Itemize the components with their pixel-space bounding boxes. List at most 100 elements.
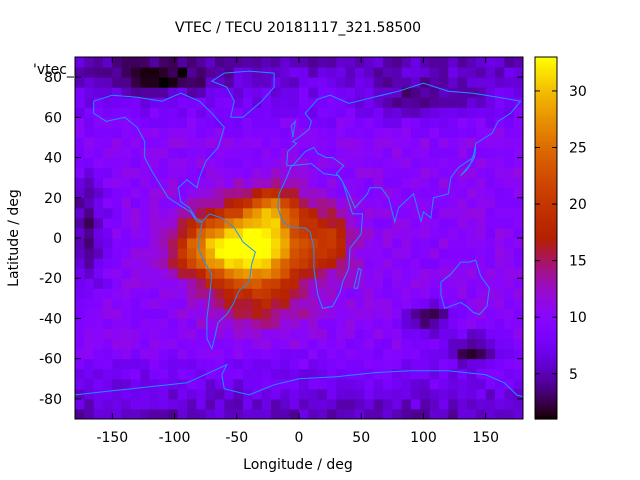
- heatmap-cell: [373, 77, 384, 88]
- heatmap-cell: [243, 378, 253, 390]
- heatmap-cell: [271, 338, 281, 350]
- heatmap-cell: [84, 77, 95, 88]
- heatmap-cell: [401, 197, 412, 209]
- heatmap-cell: [177, 207, 188, 219]
- heatmap-cell: [280, 378, 291, 390]
- heatmap-cell: [467, 248, 477, 259]
- heatmap-cell: [401, 167, 412, 179]
- heatmap-cell: [439, 238, 449, 249]
- heatmap-cell: [355, 127, 365, 138]
- heatmap-cell: [504, 167, 515, 179]
- colorbar-step: [535, 238, 557, 242]
- heatmap-cell: [336, 408, 347, 420]
- heatmap-cell: [401, 328, 412, 340]
- heatmap-cell: [84, 278, 95, 289]
- heatmap-cell: [75, 348, 85, 360]
- heatmap-cell: [93, 167, 104, 179]
- heatmap-cell: [299, 298, 309, 309]
- heatmap-cell: [317, 258, 328, 269]
- heatmap-cell: [457, 107, 468, 118]
- chart-title: VTEC / TECU 20181117_321.58500: [175, 20, 421, 36]
- heatmap-cell: [513, 268, 524, 279]
- heatmap-cell: [345, 167, 356, 179]
- colorbar-step: [535, 265, 557, 269]
- heatmap-cell: [233, 87, 244, 98]
- colorbar-step: [535, 120, 557, 124]
- heatmap-cell: [401, 398, 412, 410]
- heatmap-cell: [476, 157, 487, 169]
- heatmap-cell: [131, 87, 141, 98]
- heatmap-cell: [373, 107, 384, 118]
- heatmap-cell: [336, 278, 347, 289]
- heatmap-cell: [299, 207, 309, 219]
- y-tick-label: -20: [39, 271, 62, 287]
- heatmap-cell: [504, 207, 515, 219]
- heatmap-cell: [355, 388, 365, 400]
- heatmap-cell: [271, 67, 281, 78]
- heatmap-cell: [439, 77, 449, 88]
- heatmap-cell: [336, 368, 347, 380]
- heatmap-cell: [345, 368, 356, 380]
- heatmap-cell: [411, 308, 421, 319]
- heatmap-cell: [93, 97, 104, 108]
- heatmap-cell: [103, 268, 113, 279]
- heatmap-cell: [261, 368, 272, 380]
- heatmap-cell: [317, 358, 328, 370]
- heatmap-cell: [112, 137, 123, 148]
- heatmap-cell: [420, 227, 431, 239]
- heatmap-cell: [401, 308, 412, 319]
- heatmap-cell: [383, 398, 393, 410]
- heatmap-cell: [131, 117, 141, 128]
- heatmap-cell: [429, 328, 440, 340]
- heatmap-cell: [448, 177, 459, 189]
- heatmap-cell: [467, 147, 477, 159]
- heatmap-cell: [345, 288, 356, 299]
- heatmap-cell: [243, 258, 253, 269]
- heatmap-cell: [299, 398, 309, 410]
- heatmap-cell: [336, 197, 347, 209]
- heatmap-cell: [252, 207, 263, 219]
- heatmap-cell: [411, 67, 421, 78]
- heatmap-cell: [271, 127, 281, 138]
- heatmap-cell: [457, 127, 468, 138]
- heatmap-cell: [448, 227, 459, 239]
- heatmap-cell: [336, 288, 347, 299]
- colorbar-step: [535, 268, 557, 272]
- heatmap-cell: [159, 298, 169, 309]
- heatmap-cell: [448, 268, 459, 279]
- heatmap-cell: [243, 177, 253, 189]
- heatmap-cell: [215, 298, 225, 309]
- heatmap-cell: [411, 408, 421, 420]
- heatmap-cell: [103, 348, 113, 360]
- heatmap-cell: [93, 87, 104, 98]
- heatmap-cell: [401, 117, 412, 128]
- heatmap-cell: [187, 328, 197, 340]
- heatmap-cell: [411, 187, 421, 199]
- heatmap-cell: [355, 137, 365, 148]
- heatmap-cell: [140, 368, 151, 380]
- heatmap-cell: [121, 288, 132, 299]
- heatmap-cell: [495, 318, 505, 329]
- heatmap-cell: [299, 77, 309, 88]
- heatmap-cell: [75, 227, 85, 239]
- heatmap-cell: [261, 177, 272, 189]
- heatmap-cell: [327, 338, 337, 350]
- colorbar-step: [535, 159, 557, 164]
- heatmap-cell: [149, 398, 160, 410]
- heatmap-cell: [215, 127, 225, 138]
- heatmap-cell: [75, 107, 85, 118]
- heatmap-cell: [103, 67, 113, 78]
- heatmap-cell: [299, 87, 309, 98]
- heatmap-cell: [327, 157, 337, 169]
- colorbar-tick-label: 15: [569, 254, 587, 270]
- colorbar-step: [535, 228, 557, 233]
- heatmap-cell: [467, 197, 477, 209]
- heatmap-cell: [177, 187, 188, 199]
- heatmap-cell: [327, 378, 337, 390]
- heatmap-cell: [196, 77, 207, 88]
- heatmap-cell: [485, 308, 496, 319]
- heatmap-cell: [196, 268, 207, 279]
- colorbar-step: [535, 295, 557, 299]
- heatmap-cell: [93, 117, 104, 128]
- heatmap-cell: [476, 57, 487, 68]
